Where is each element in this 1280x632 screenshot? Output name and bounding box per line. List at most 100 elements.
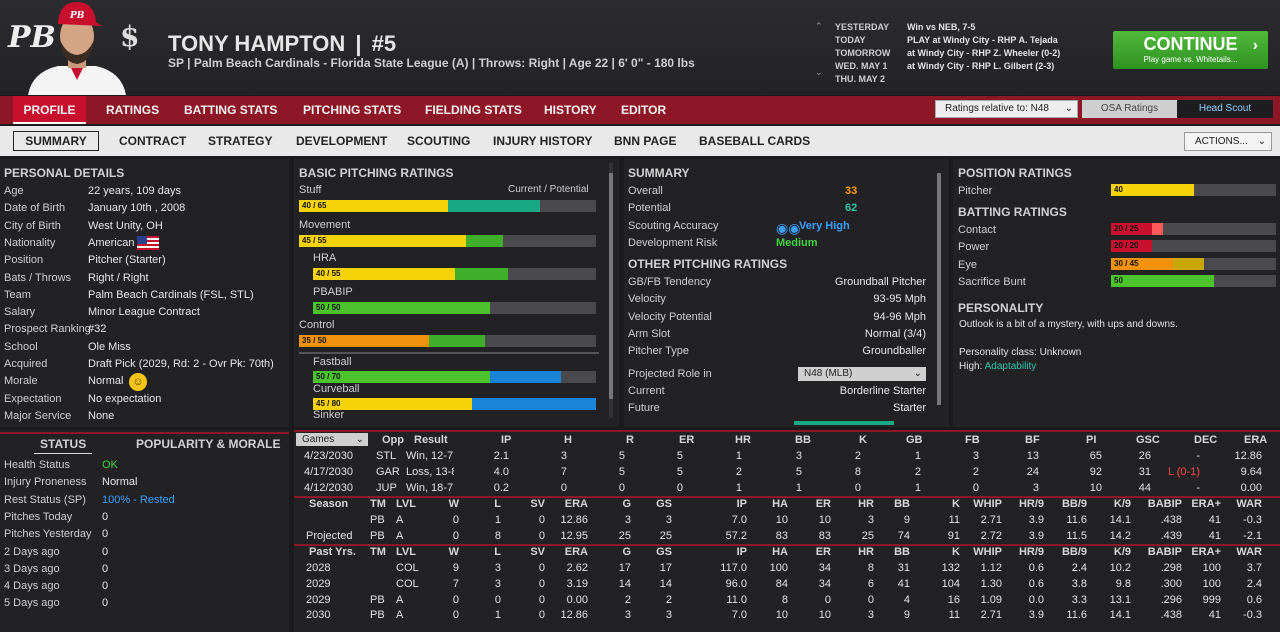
games-cell: 0: [618, 481, 625, 494]
past-cell: 0.6: [1246, 593, 1262, 606]
schedule-arrows[interactable]: ⌃ ⌄: [815, 22, 825, 84]
chevron-down-icon: ⌄: [355, 434, 364, 445]
subtab-baseball-cards[interactable]: BASEBALL CARDS: [699, 134, 811, 148]
other-rating-value: 94-96 Mph: [873, 310, 926, 323]
actions-dropdown[interactable]: ACTIONS... ⌄: [1184, 132, 1272, 151]
status-label: Pitches Yesterday: [4, 528, 92, 541]
osa-ratings-button[interactable]: OSA Ratings: [1082, 100, 1177, 118]
personal-label: City of Birth: [4, 219, 61, 232]
chevron-down-icon[interactable]: ⌄: [815, 67, 823, 77]
games-cell: 2: [735, 465, 742, 478]
past-col-header: Past Yrs.: [309, 546, 356, 558]
past-cell: 2: [665, 593, 672, 606]
past-col-header: W: [448, 546, 459, 558]
past-cell: PB: [370, 593, 385, 606]
games-col-header: ER: [679, 434, 695, 446]
chevron-down-icon: ⌄: [1257, 136, 1266, 147]
past-cell: 12.86: [560, 609, 588, 622]
subtab-strategy[interactable]: STRATEGY: [208, 134, 273, 148]
games-col-header: Result: [414, 434, 448, 446]
tab-status[interactable]: STATUS: [34, 437, 93, 454]
rating-bar-current: [299, 335, 429, 347]
tab-ratings[interactable]: RATINGS: [106, 103, 160, 117]
rating-bar-current: [313, 268, 455, 280]
schedule-game-info[interactable]: Win vs NEB, 7-5: [907, 22, 976, 32]
games-cell: 0: [560, 481, 567, 494]
season-cell: 14.2: [1109, 529, 1131, 542]
continue-button[interactable]: CONTINUE Play game vs. Whitetails... ›: [1113, 31, 1268, 69]
schedule-game-info[interactable]: at Windy City - RHP Z. Wheeler (0-2): [907, 48, 1061, 58]
games-cell: 0.00: [1240, 481, 1262, 494]
rating-bar-current: [313, 398, 473, 410]
season-cell: 25: [861, 529, 874, 542]
ratings-relative-select[interactable]: Ratings relative to: N48 ⌄: [935, 100, 1078, 118]
season-cell: 57.2: [725, 529, 747, 542]
season-cell: 9: [903, 514, 910, 526]
past-cell: COL: [396, 577, 419, 590]
personal-label: Prospect Ranking: [4, 323, 91, 336]
chevron-up-icon[interactable]: ⌃: [815, 21, 823, 31]
season-col-header: BABIP: [1147, 498, 1182, 510]
personal-value: 22 years, 109 days: [88, 185, 181, 197]
past-col-header: ER: [815, 546, 831, 558]
tab-pitching-stats[interactable]: PITCHING STATS: [303, 103, 402, 117]
personal-label: Date of Birth: [4, 202, 66, 215]
schedule-game-info[interactable]: PLAY at Windy City - RHP A. Tejada: [907, 35, 1058, 45]
tab-history[interactable]: HISTORY: [544, 103, 597, 117]
season-cell: Projected: [306, 529, 353, 542]
past-cell: 7.0: [731, 609, 747, 622]
past-cell: 2: [624, 593, 631, 606]
role-label: Current: [628, 385, 665, 397]
games-cell: 10: [1089, 481, 1102, 494]
batting-ratings-title: BATTING RATINGS: [958, 205, 1067, 219]
past-cell: 13.1: [1109, 593, 1131, 606]
other-rating-label: GB/FB Tendency: [628, 276, 711, 288]
past-cell: 0.6: [1028, 562, 1044, 574]
personal-label: Major Service: [4, 409, 72, 422]
personal-value: West Unity, OH: [88, 219, 163, 232]
season-col-header: WAR: [1236, 498, 1262, 510]
subtab-summary[interactable]: SUMMARY: [13, 131, 99, 151]
tab-popularity-morale[interactable]: POPULARITY & MORALE: [136, 437, 281, 451]
subtab-bnn-page[interactable]: BNN PAGE: [614, 134, 677, 148]
past-cell: 0: [538, 593, 545, 606]
games-cell: 31: [1138, 465, 1151, 478]
tab-editor[interactable]: EDITOR: [621, 103, 667, 117]
tab-fielding-stats[interactable]: FIELDING STATS: [425, 103, 522, 117]
past-cell: 17: [618, 562, 631, 574]
rating-bar-current: [1111, 257, 1173, 270]
subtab-development[interactable]: DEVELOPMENT: [296, 134, 388, 148]
rating-bar: 20 / 25: [1111, 223, 1276, 235]
rating-bar-potential: [447, 200, 541, 212]
games-select[interactable]: Games ⌄: [296, 433, 368, 446]
rating-bar-value: 45 / 55: [302, 236, 327, 245]
rating-bar-value: 20 / 20: [1114, 241, 1139, 251]
past-cell: 1.30: [980, 577, 1002, 590]
season-col-header: HR: [858, 498, 874, 510]
past-cell: 10: [775, 609, 788, 622]
games-cell: 3: [795, 450, 802, 462]
batting-label: Contact: [958, 224, 996, 236]
past-cell: 11.0: [726, 593, 747, 606]
past-col-header: K: [952, 546, 960, 558]
past-cell: 10: [818, 609, 831, 622]
tab-profile[interactable]: PROFILE: [13, 96, 86, 124]
other-rating-label: Pitcher Type: [628, 345, 689, 358]
past-cell: 0: [538, 609, 545, 622]
games-cell: 5: [795, 465, 802, 478]
schedule-game-info[interactable]: at Windy City - RHP L. Gilbert (2-3): [907, 61, 1055, 71]
status-label: Rest Status (SP): [4, 493, 86, 506]
status-value: 0: [102, 528, 109, 541]
rating-bar: 20 / 20: [1111, 240, 1276, 253]
subtab-scouting[interactable]: SCOUTING: [407, 134, 471, 148]
head-scout-button[interactable]: Head Scout: [1177, 100, 1273, 118]
projected-role-select[interactable]: N48 (MLB) ⌄: [798, 367, 926, 381]
games-col-header: IP: [501, 434, 512, 446]
subtab-injury-history[interactable]: INJURY HISTORY: [493, 134, 593, 148]
past-cell: A: [396, 609, 404, 622]
past-cell: 0: [824, 593, 831, 606]
tab-batting-stats[interactable]: BATTING STATS: [184, 103, 278, 117]
role-value: Borderline Starter: [839, 385, 926, 397]
games-cell: 5: [676, 465, 683, 478]
subtab-contract[interactable]: CONTRACT: [119, 134, 187, 148]
